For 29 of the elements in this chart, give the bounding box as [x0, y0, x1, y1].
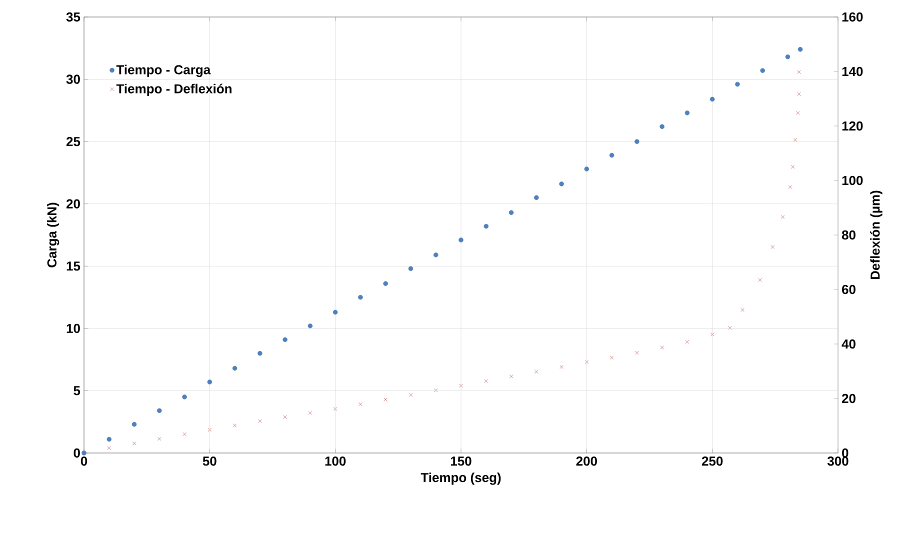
y2-tick-label: 160	[842, 12, 863, 22]
y-tick-label: 10	[66, 324, 80, 334]
y2-tick-label: 120	[842, 121, 863, 131]
legend-label: Tiempo - Deflexión	[116, 84, 232, 96]
x-tick-label: 0	[80, 456, 88, 466]
x-tick-label: 300	[827, 456, 848, 466]
x-tick-label: 150	[450, 456, 472, 466]
y-tick-label: 0	[74, 448, 80, 458]
y2-tick-label: 40	[842, 339, 856, 349]
legend-label: Tiempo - Carga	[116, 64, 211, 77]
y-tick-label: 25	[66, 136, 80, 146]
y-axis-title: Carga (kN)	[46, 202, 60, 268]
y2-tick-label: 60	[842, 284, 856, 294]
x-tick-label: 50	[202, 456, 216, 466]
x-tick-label: 250	[702, 456, 723, 466]
y-tick-label: 30	[66, 74, 80, 84]
y-tick-label: 5	[74, 386, 80, 396]
x-tick-label: 200	[576, 456, 597, 466]
y-tick-label: 20	[66, 199, 80, 208]
y2-tick-label: 100	[842, 176, 863, 186]
y-tick-label: 35	[66, 12, 80, 22]
y-tick-label: 15	[66, 262, 80, 271]
y2-tick-label: 20	[842, 394, 856, 404]
y2-tick-label: 0	[842, 448, 848, 458]
x-axis-title: Tiempo (seg)	[420, 472, 501, 485]
y2-tick-label: 140	[842, 66, 863, 76]
x-tick-label: 100	[325, 456, 346, 466]
y2-axis-title: Deflexión (µm)	[870, 190, 882, 280]
y2-tick-label: 80	[842, 230, 856, 240]
